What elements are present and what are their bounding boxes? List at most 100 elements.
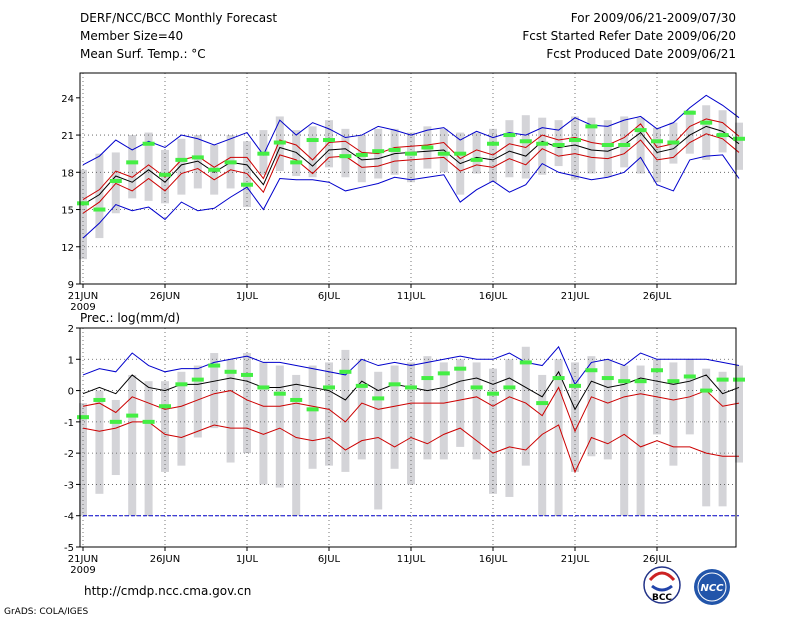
ensemble-box xyxy=(292,374,301,516)
refer-date: Fcst Started Refer Date 2009/06/20 xyxy=(522,29,736,43)
ensemble-box xyxy=(587,356,596,457)
ensemble-box xyxy=(636,117,645,174)
ensemble-box xyxy=(325,120,333,168)
observed-marker xyxy=(273,391,286,396)
ensemble-box xyxy=(571,362,579,472)
observed-marker xyxy=(109,419,122,424)
x-tick-label: 11JUL xyxy=(397,554,426,565)
y-tick-label: 18 xyxy=(61,168,74,179)
x-tick-label: 6JUL xyxy=(318,291,341,302)
y-tick-label: 12 xyxy=(61,243,74,254)
observed-marker xyxy=(241,182,253,187)
observed-marker xyxy=(601,376,614,381)
observed-marker xyxy=(355,383,368,388)
observed-marker xyxy=(388,382,401,387)
ensemble-box xyxy=(357,359,366,460)
ensemble-box xyxy=(275,365,284,488)
ensemble-box xyxy=(538,117,547,175)
observed-marker xyxy=(487,391,499,396)
y-tick-label: 0 xyxy=(68,387,74,398)
observed-marker xyxy=(618,142,631,147)
x-tick-label: 11JUL xyxy=(397,291,426,302)
ensemble-box xyxy=(620,116,629,168)
y-tick-label: 15 xyxy=(61,206,74,217)
observed-marker xyxy=(290,160,303,165)
ensemble-box xyxy=(210,353,219,429)
y-tick-label: -5 xyxy=(64,543,74,554)
ensemble-box xyxy=(308,126,317,178)
plot-frame xyxy=(79,72,737,285)
observed-marker xyxy=(126,413,139,418)
y-tick-label: 2 xyxy=(68,324,74,335)
year-label: 2009 xyxy=(70,302,95,313)
min-line xyxy=(82,421,739,474)
observed-marker xyxy=(126,160,139,165)
observed-marker xyxy=(159,404,171,409)
observed-marker xyxy=(683,374,696,379)
observed-marker xyxy=(700,388,713,393)
x-tick-label: 21JUL xyxy=(561,291,590,302)
observed-marker xyxy=(323,138,335,143)
observed-marker xyxy=(257,385,270,390)
observed-marker xyxy=(355,152,368,157)
temperature-panel: 9 12 15 18 21 24 21JUN 26JUN 1JUL 6JUL 11JUL 16JUL 2… xyxy=(61,72,745,313)
ensemble-box xyxy=(259,362,268,485)
x-tick-label: 16JUL xyxy=(479,291,508,302)
observed-marker xyxy=(191,155,204,160)
ensemble-box xyxy=(472,132,481,174)
ensemble-box xyxy=(341,128,350,178)
observed-marker xyxy=(503,385,516,390)
ensemble-box xyxy=(144,381,153,516)
y-tick-label: -1 xyxy=(64,418,74,429)
observed-marker xyxy=(224,369,237,374)
x-tick-label: 21JUN xyxy=(68,291,98,302)
observed-marker xyxy=(323,385,335,390)
observed-marker xyxy=(454,151,467,156)
observed-marker xyxy=(93,397,106,402)
observed-marker xyxy=(585,124,598,129)
y-tick-label: -2 xyxy=(64,449,74,460)
ensemble-box xyxy=(636,365,645,516)
year-label: 2009 xyxy=(70,565,95,576)
observed-marker xyxy=(224,160,237,165)
ensemble-box xyxy=(505,120,514,178)
ensemble-box xyxy=(702,105,711,160)
variable-label: Mean Surf. Temp.: °C xyxy=(80,47,206,61)
ensemble-box xyxy=(128,135,137,199)
ensemble-box xyxy=(603,359,612,460)
observed-marker xyxy=(306,407,319,412)
produced-date: Fcst Produced Date 2009/06/21 xyxy=(546,47,736,61)
observed-marker xyxy=(536,401,549,406)
observed-marker xyxy=(470,157,483,162)
observed-marker xyxy=(208,363,221,368)
observed-marker xyxy=(585,368,598,373)
precip-title: Prec.: log(mm/d) xyxy=(80,311,180,325)
ensemble-box xyxy=(423,356,432,460)
ensemble-box xyxy=(489,368,497,494)
ensemble-box xyxy=(685,110,694,154)
ensemble-box xyxy=(489,128,497,183)
observed-marker xyxy=(175,157,188,162)
observed-marker xyxy=(142,419,155,424)
ensemble-box xyxy=(735,122,743,170)
ensemble-box xyxy=(226,359,235,463)
ensemble-box xyxy=(128,374,137,516)
observed-marker xyxy=(552,376,565,381)
member-size: Member Size=40 xyxy=(80,29,183,43)
ensemble-box xyxy=(735,365,743,463)
observed-marker xyxy=(437,151,450,156)
ensemble-box xyxy=(193,365,202,438)
observed-marker xyxy=(388,147,401,152)
observed-marker xyxy=(109,178,122,183)
observed-marker xyxy=(77,201,89,206)
observed-marker xyxy=(454,366,467,371)
ensemble-box xyxy=(620,365,629,516)
observed-marker xyxy=(306,138,319,143)
observed-marker xyxy=(634,379,647,384)
ensemble-box xyxy=(571,116,579,180)
observed-marker xyxy=(339,369,352,374)
plot-frame xyxy=(79,327,737,548)
ensemble-box xyxy=(144,132,153,201)
ensemble-box xyxy=(538,374,547,516)
